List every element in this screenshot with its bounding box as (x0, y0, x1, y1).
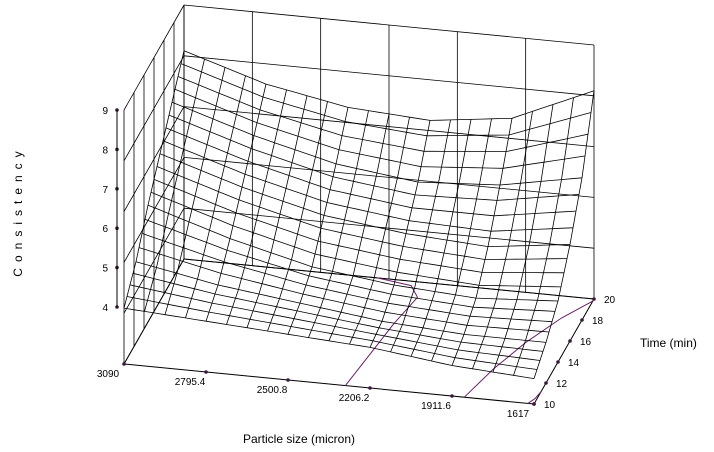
back-wall-gridline (183, 55, 595, 97)
response-surface-mesh (123, 50, 595, 379)
floor-edge-left (123, 258, 185, 365)
floor-edge-right (533, 298, 595, 405)
y-tick-mark (556, 360, 560, 364)
x-tick-mark (204, 370, 208, 374)
surface-gridline (226, 89, 287, 325)
z-axis-ticks: 4 5 6 7 8 9 (102, 106, 119, 314)
surface-gridline (410, 119, 472, 357)
x-tick-mark (122, 362, 126, 366)
surface-gridline (123, 50, 185, 309)
left-wall-gridline (123, 106, 185, 212)
left-wall-gridline (123, 208, 185, 314)
surface-gridline (492, 104, 554, 373)
left-wall-gridline (123, 4, 185, 111)
surface-gridline (431, 118, 492, 362)
z-axis-title: Consistency (11, 145, 25, 276)
x-tick-label: 3090 (97, 369, 120, 380)
surface-gridline (349, 117, 410, 345)
surface-gridline (185, 75, 246, 319)
surface-gridline (144, 218, 556, 312)
y-tick-mark (544, 381, 548, 385)
y-tick-label: 10 (544, 400, 556, 411)
y-tick-mark (580, 318, 584, 322)
z-tick-label: 7 (102, 185, 108, 196)
z-tick-label: 4 (102, 303, 108, 314)
back-wall-gridline (183, 4, 595, 46)
surface-gridline (144, 59, 205, 312)
z-tick-label: 9 (102, 106, 108, 117)
y-tick-label: 16 (580, 337, 592, 348)
surface-gridline (513, 97, 574, 376)
surface-gridline (147, 204, 559, 302)
surface-gridline (328, 113, 390, 341)
surface-gridline (246, 95, 308, 328)
back-wall-gridline (183, 207, 595, 249)
surface-gridline (162, 140, 574, 232)
surface-gridline (369, 120, 431, 348)
surface-gridline (164, 67, 226, 315)
x-tick-label: 2795.4 (175, 377, 206, 388)
y-axis-title: Time (min) (640, 336, 697, 350)
surface-gridline (472, 111, 533, 369)
back-walls-grid (123, 4, 595, 365)
floor-plane (123, 258, 595, 405)
x-tick-label: 1617 (507, 409, 530, 420)
x-tick-label: 2500.8 (257, 385, 288, 396)
surface-gridline (267, 101, 328, 332)
contour-line (463, 300, 594, 398)
z-tick-label: 6 (102, 224, 108, 235)
x-tick-mark (286, 378, 290, 382)
left-wall-gridline (123, 55, 185, 161)
surface-gridline (390, 119, 451, 353)
y-tick-label: 12 (556, 379, 568, 390)
floor-edge-front (123, 363, 535, 405)
back-wall-gridline (183, 106, 595, 147)
y-tick-mark (568, 339, 572, 343)
x-axis-title: Particle size (micron) (243, 432, 355, 446)
y-tick-label: 14 (568, 358, 580, 369)
contour-line (527, 391, 542, 404)
surface-gridline (205, 84, 267, 322)
contour-line (345, 277, 419, 386)
surface-gridline (156, 166, 568, 260)
z-tick-label: 8 (102, 145, 108, 156)
surface-gridline (533, 90, 595, 379)
surface-gridline (129, 284, 541, 361)
x-tick-mark (368, 386, 372, 390)
left-wall-gridline (123, 157, 185, 263)
surface-gridline (287, 107, 349, 335)
y-tick-mark (532, 402, 536, 406)
back-wall-gridline (183, 157, 595, 198)
floor-contours (345, 277, 594, 404)
y-tick-label: 18 (592, 316, 604, 327)
y-tick-mark (592, 297, 596, 301)
surface-gridline (451, 118, 513, 366)
x-tick-label: 1911.6 (421, 401, 451, 412)
y-tick-label: 20 (604, 295, 616, 306)
x-tick-mark (450, 394, 454, 398)
floor-edge-back (183, 258, 595, 300)
surface-gridline (308, 110, 369, 338)
z-tick-label: 5 (102, 264, 108, 275)
x-tick-label: 2206.2 (339, 393, 370, 404)
